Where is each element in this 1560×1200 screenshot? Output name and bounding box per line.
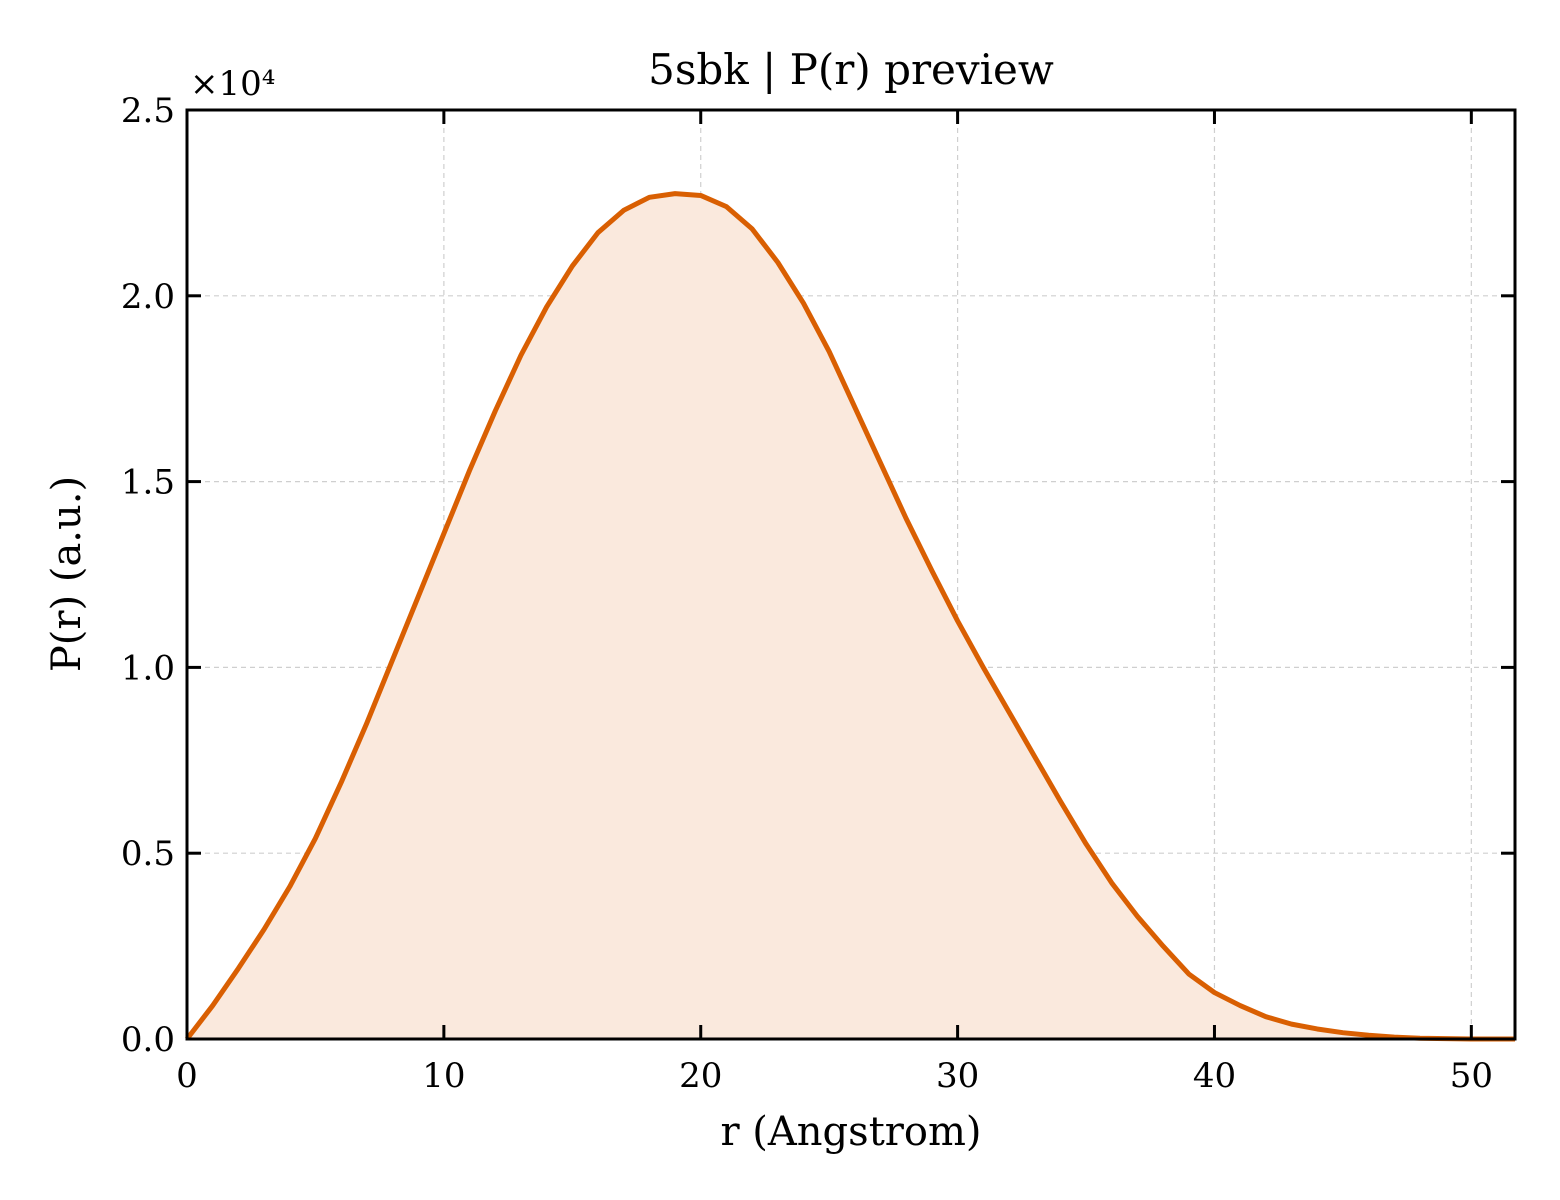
y-tick-label: 2.0 (121, 277, 175, 317)
x-tick-label: 30 (936, 1056, 979, 1096)
y-tick-label: 0.0 (121, 1020, 175, 1060)
x-axis-label: r (Angstrom) (720, 1109, 981, 1155)
y-tick-label: 1.0 (121, 648, 175, 688)
pr-curve (185, 191, 1515, 1042)
y-scale-multiplier: ×10⁴ (190, 64, 275, 104)
x-tick-labels: 0 10 20 30 40 50 (176, 1056, 1493, 1096)
x-tick-label: 10 (422, 1056, 465, 1096)
y-axis-label: P(r) (a.u.) (44, 476, 90, 672)
y-tick-label: 0.5 (121, 834, 175, 874)
y-tick-label: 1.5 (121, 463, 175, 503)
x-tick-label: 40 (1193, 1056, 1236, 1096)
pr-area-fill (187, 193, 1515, 1040)
x-tick-label: 50 (1450, 1056, 1493, 1096)
x-tick-label: 20 (679, 1056, 722, 1096)
x-tick-label: 0 (176, 1056, 198, 1096)
chart-title: 5sbk | P(r) preview (648, 45, 1054, 94)
plot-frame (185, 108, 1517, 1041)
axis-ticks (185, 108, 1515, 1041)
y-tick-label: 2.5 (121, 91, 175, 131)
y-tick-labels: 0.0 0.5 1.0 1.5 2.0 2.5 (121, 91, 175, 1060)
